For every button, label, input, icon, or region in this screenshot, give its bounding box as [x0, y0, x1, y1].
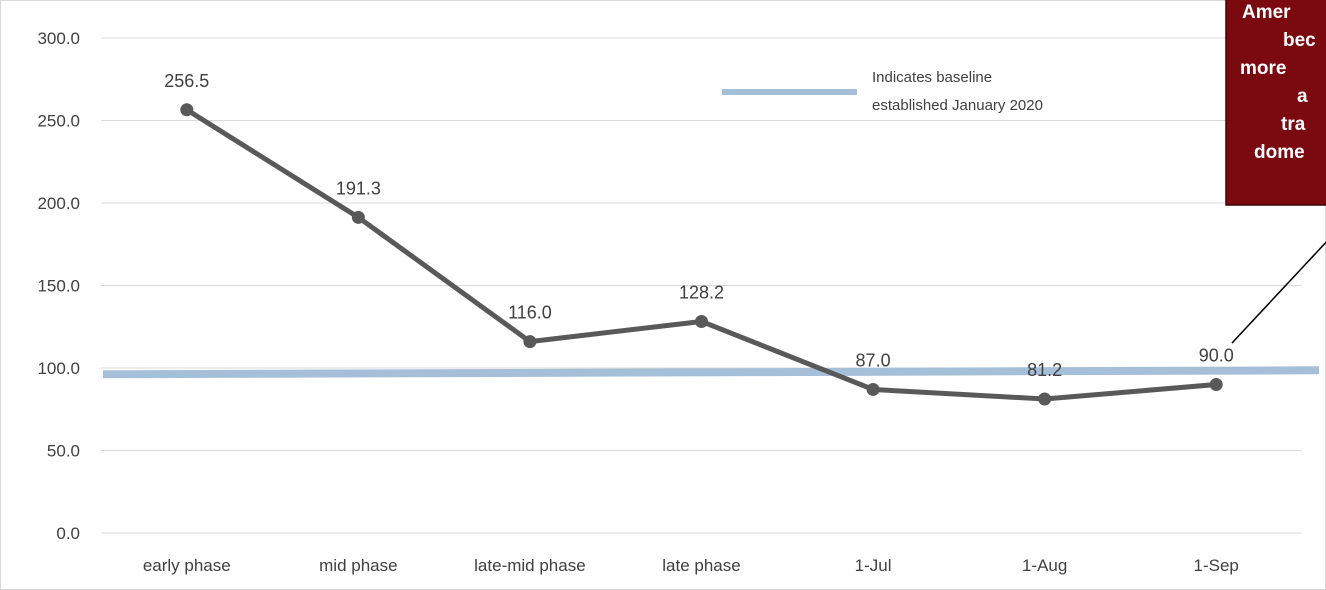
data-label: 87.0: [856, 350, 891, 370]
callout-line: bec: [1283, 30, 1316, 51]
data-point: [1038, 392, 1052, 406]
data-label: 191.3: [336, 178, 381, 198]
data-label: 116.0: [508, 303, 552, 323]
y-tick-label: 250.0: [37, 112, 80, 131]
baseline-legend-line2: established January 2020: [872, 97, 1043, 114]
data-label: 128.2: [679, 282, 724, 302]
x-axis-tick-labels: early phase mid phase late-mid phase late p…: [143, 556, 1239, 575]
x-tick-label: 1-Aug: [1022, 556, 1067, 575]
x-tick-label: late-mid phase: [474, 556, 586, 575]
x-tick-label: 1-Jul: [855, 556, 892, 575]
data-label: 256.5: [164, 71, 209, 91]
baseline-line: [102, 366, 1320, 379]
data-point: [180, 103, 194, 117]
y-axis-tick-labels: 0.0 50.0 100.0 150.0 200.0 250.0 300.0: [37, 29, 80, 543]
callout-line: Amer: [1242, 2, 1291, 23]
data-labels: 256.5 191.3 116.0 128.2 87.0 81.2 90.0: [164, 71, 1233, 380]
series-line: [180, 103, 1223, 406]
x-tick-label: mid phase: [319, 556, 397, 575]
callout-line: dome: [1254, 142, 1305, 163]
callout-line: a: [1297, 86, 1308, 107]
y-tick-label: 100.0: [37, 359, 80, 378]
data-point: [1209, 378, 1223, 391]
data-point: [695, 314, 708, 328]
baseline-legend-line1: Indicates baseline: [872, 69, 992, 86]
data-label: 81.2: [1027, 360, 1062, 380]
callout-line: more: [1240, 58, 1286, 79]
y-tick-label: 50.0: [47, 442, 80, 461]
data-point: [866, 382, 880, 396]
callout-box: [1225, 0, 1326, 206]
y-tick-label: 300.0: [37, 29, 80, 48]
data-point: [351, 210, 365, 224]
callout-leader-line: [1231, 241, 1326, 344]
x-tick-label: late phase: [662, 556, 740, 575]
callout-line: tra: [1281, 114, 1306, 135]
series-path: [185, 107, 1217, 402]
data-point: [523, 335, 537, 349]
y-tick-label: 150.0: [37, 277, 80, 296]
data-label: 90.0: [1199, 346, 1234, 366]
x-tick-label: 1-Sep: [1194, 556, 1239, 575]
x-tick-label: early phase: [143, 556, 231, 575]
y-tick-label: 200.0: [37, 194, 80, 213]
y-tick-label: 0.0: [56, 524, 80, 543]
